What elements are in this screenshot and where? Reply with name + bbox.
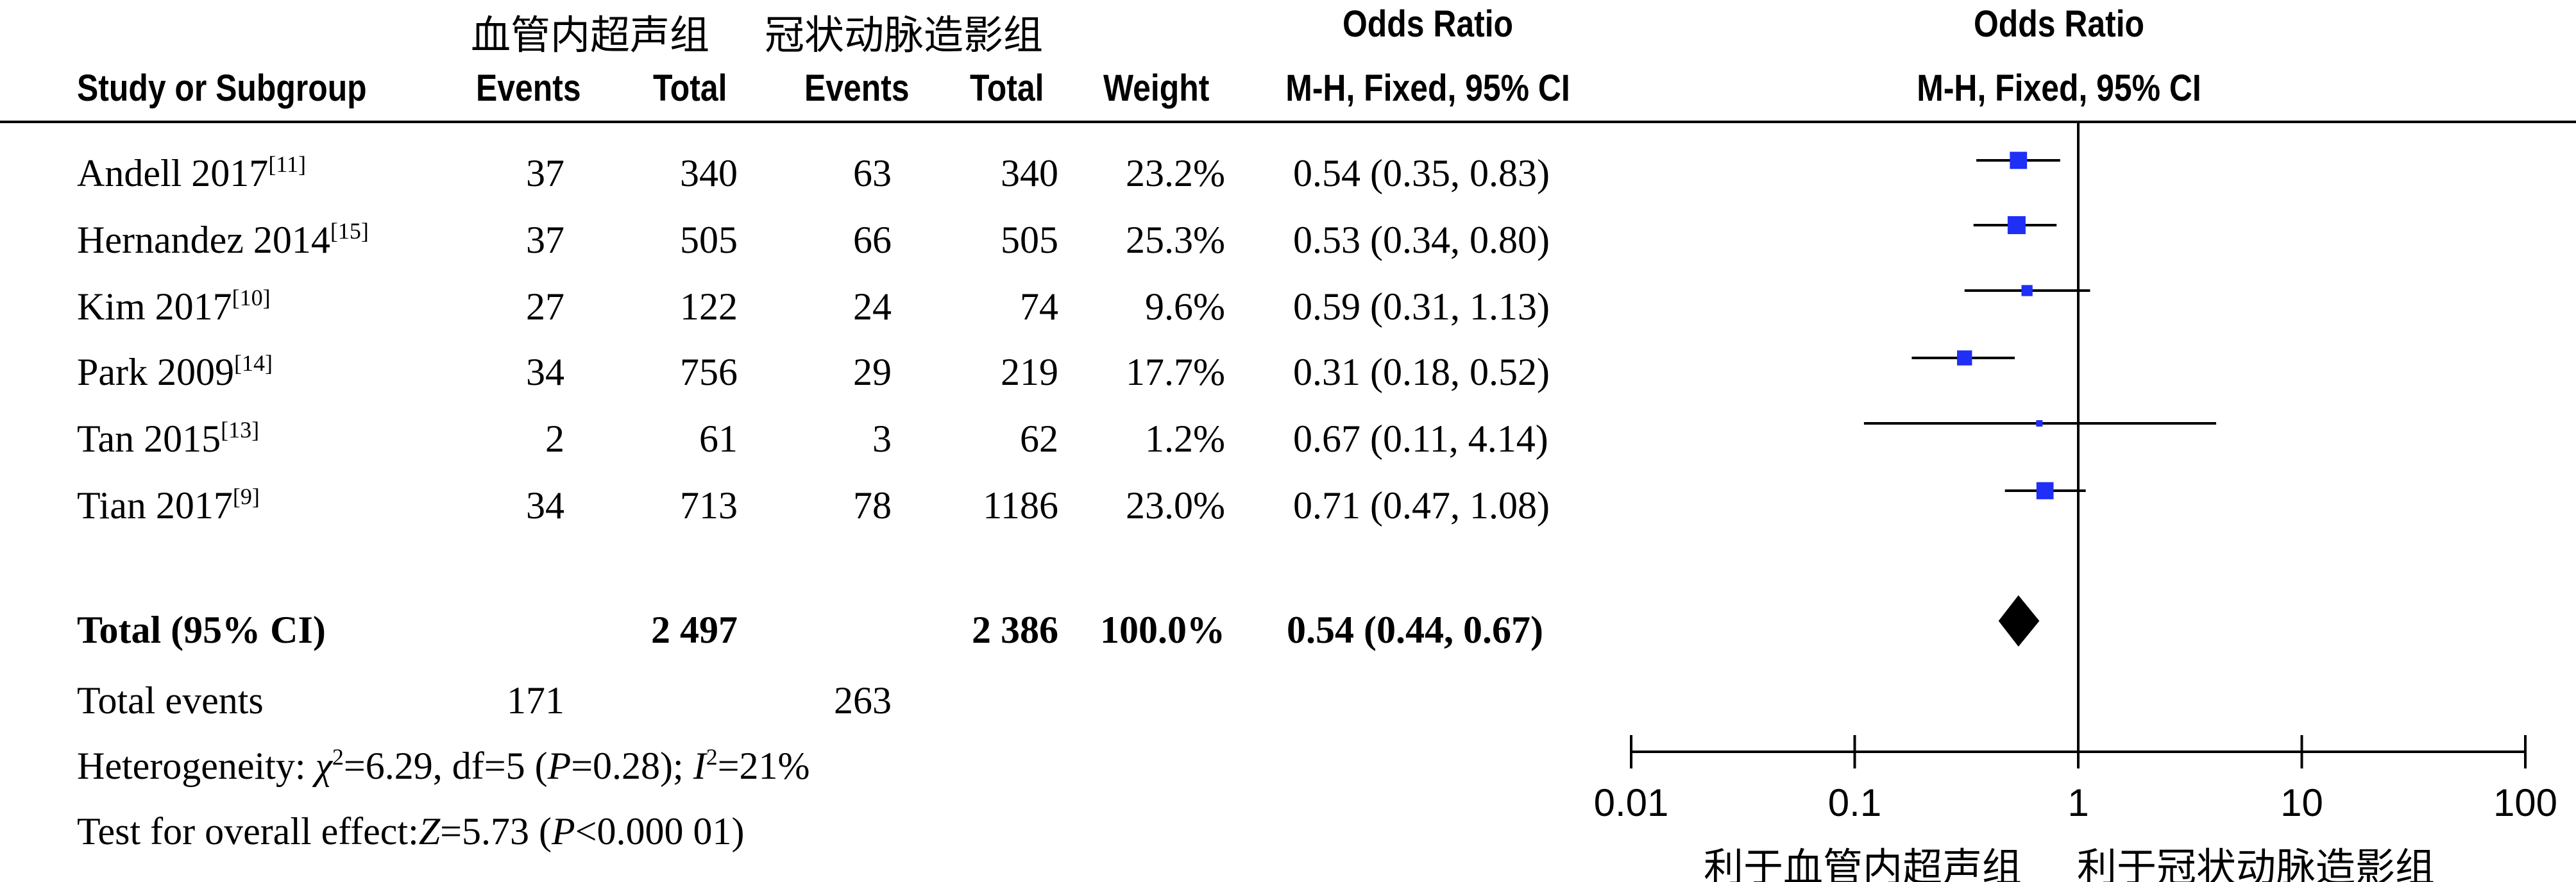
events2-column-header: Events xyxy=(804,67,910,109)
or-ci-cell: 0.59 (0.31, 1.13) xyxy=(1293,285,1550,328)
study-marker xyxy=(2036,482,2054,500)
total1-cell: 505 xyxy=(680,219,738,261)
events1-cell: 37 xyxy=(526,219,564,261)
study-name: Kim 2017[10] xyxy=(77,285,271,328)
events2-cell: 24 xyxy=(853,285,892,328)
study-reference: [13] xyxy=(221,417,260,443)
study-marker xyxy=(2010,151,2028,169)
total-ci-value: 0.54 (0.44, 0.67) xyxy=(1287,609,1543,651)
weight-cell: 9.6% xyxy=(1145,285,1225,328)
plot-title: Odds Ratio xyxy=(1973,3,2145,45)
events2-total: 263 xyxy=(834,679,892,722)
events1-cell: 34 xyxy=(526,351,564,393)
total1-cell: 340 xyxy=(680,152,738,194)
total2-cell: 62 xyxy=(1020,418,1058,460)
events2-cell: 29 xyxy=(853,351,892,393)
or-ci-cell: 0.54 (0.35, 0.83) xyxy=(1293,152,1550,194)
weight-cell: 25.3% xyxy=(1126,219,1225,261)
header-rule xyxy=(0,121,2576,123)
total1-cell: 122 xyxy=(680,285,738,328)
total2-cell: 74 xyxy=(1020,285,1058,328)
x-axis-tick-label: 0.1 xyxy=(1828,781,1881,824)
overall-effect-text: Test for overall effect:Z=5.73 (P<0.000 … xyxy=(77,810,745,852)
study-marker xyxy=(2036,420,2043,427)
study-marker xyxy=(2007,216,2026,234)
group1-header: 血管内超声组 xyxy=(471,12,710,58)
study-reference: [15] xyxy=(330,218,369,244)
study-marker xyxy=(2021,285,2033,296)
weight-cell: 23.2% xyxy=(1126,152,1225,194)
events1-column-header: Events xyxy=(476,67,581,109)
study-reference: [10] xyxy=(232,285,271,310)
events-label: Total events xyxy=(77,679,264,722)
total1-cell: 713 xyxy=(680,484,738,527)
weight-cell: 23.0% xyxy=(1126,484,1225,527)
group2-header: 冠状动脉造影组 xyxy=(765,12,1044,58)
total2-cell: 340 xyxy=(1001,152,1058,194)
events1-cell: 2 xyxy=(545,418,564,460)
weight-column-header: Weight xyxy=(1103,67,1210,109)
study-name: Hernandez 2014[15] xyxy=(77,218,369,261)
events1-total: 171 xyxy=(507,679,564,722)
x-axis-tick-label: 10 xyxy=(2280,781,2323,824)
study-reference: [11] xyxy=(268,151,306,177)
or-column-title: Odds Ratio xyxy=(1342,3,1514,45)
study-name: Andell 2017[11] xyxy=(77,151,306,194)
heterogeneity-text: Heterogeneity: χ2=6.29, df=5 (P=0.28); I… xyxy=(77,744,810,787)
total-label: Total (95% CI) xyxy=(77,609,326,651)
study-marker xyxy=(1957,350,1972,366)
or-ci-cell: 0.53 (0.34, 0.80) xyxy=(1293,219,1550,261)
or-ci-cell: 0.67 (0.11, 4.14) xyxy=(1293,418,1548,460)
study-name: Tan 2015[13] xyxy=(77,417,260,460)
or-ci-cell: 0.71 (0.47, 1.08) xyxy=(1293,484,1550,527)
x-axis-tick-label: 100 xyxy=(2493,781,2557,824)
events2-cell: 66 xyxy=(853,219,892,261)
total1-column-header: Total xyxy=(653,67,727,109)
total-weight-value: 100.0% xyxy=(1100,609,1225,651)
total2-cell: 1186 xyxy=(983,484,1058,527)
total1-cell: 61 xyxy=(699,418,738,460)
study-column-header: Study or Subgroup xyxy=(77,67,367,109)
or-method-header: M-H, Fixed, 95% CI xyxy=(1285,67,1570,109)
events1-cell: 27 xyxy=(526,285,564,328)
x-axis-tick-label: 1 xyxy=(2067,781,2089,824)
favour-left-label: 利于血管内超声组 xyxy=(1704,844,2022,882)
events2-cell: 63 xyxy=(853,152,892,194)
total1-cell: 756 xyxy=(680,351,738,393)
events2-cell: 78 xyxy=(853,484,892,527)
events2-cell: 3 xyxy=(872,418,892,460)
total2-cell: 219 xyxy=(1001,351,1058,393)
pooled-diamond xyxy=(1998,595,2040,647)
study-name: Tian 2017[9] xyxy=(77,484,260,527)
study-reference: [9] xyxy=(232,484,260,509)
total1-value: 2 497 xyxy=(651,609,738,651)
study-reference: [14] xyxy=(233,350,273,376)
total2-column-header: Total xyxy=(970,67,1044,109)
total2-cell: 505 xyxy=(1001,219,1058,261)
x-axis-tick-label: 0.01 xyxy=(1594,781,1669,824)
weight-cell: 17.7% xyxy=(1126,351,1225,393)
events1-cell: 34 xyxy=(526,484,564,527)
or-ci-cell: 0.31 (0.18, 0.52) xyxy=(1293,351,1550,393)
total2-value: 2 386 xyxy=(972,609,1058,651)
study-name: Park 2009[14] xyxy=(77,350,273,393)
plot-method-header: M-H, Fixed, 95% CI xyxy=(1917,67,2201,109)
events1-cell: 37 xyxy=(526,152,564,194)
favour-right-label: 利于冠状动脉造影组 xyxy=(2077,844,2436,882)
weight-cell: 1.2% xyxy=(1145,418,1225,460)
